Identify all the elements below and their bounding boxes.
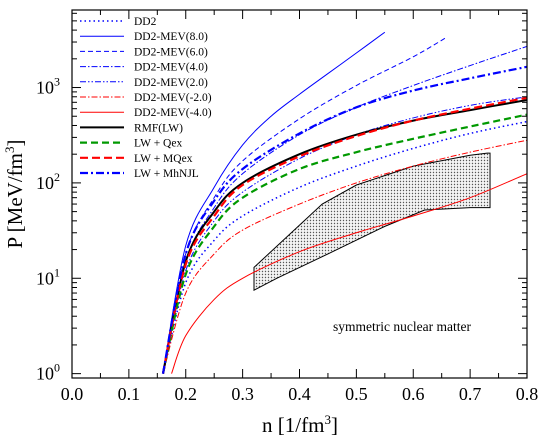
- series-line-lw-mhnjl: [161, 65, 527, 374]
- x-tick-label: 0.4: [288, 384, 311, 404]
- constraint-band: [253, 152, 491, 292]
- legend-label: LW + Qex: [134, 138, 182, 150]
- legend-label: LW + MhNJL: [134, 168, 199, 180]
- y-tick-label: 102: [36, 170, 60, 193]
- legend-label: DD2-MEV(4.0): [134, 62, 208, 74]
- x-tick-label: 0.6: [402, 384, 425, 404]
- series-line-lw-mqex: [161, 96, 527, 374]
- x-axis-title: n [1/fm3]: [262, 412, 338, 437]
- series-line-dd2-mev-2-0: [162, 96, 527, 374]
- series-line-dd2: [162, 120, 527, 374]
- series-line-dd2-mev-6-0: [162, 36, 448, 374]
- y-tick-label: 100: [36, 361, 60, 384]
- series-line-dd2-mev-2-0: [162, 139, 527, 374]
- series-line-dd2-mev-4-0: [171, 173, 527, 374]
- legend-label: DD2-MEV(-2.0): [134, 92, 212, 104]
- annotation: symmetric nuclear matter: [333, 319, 471, 334]
- series-line-dd2-mev-4-0: [162, 45, 527, 374]
- legend-label: RMF(LW): [134, 122, 183, 134]
- legend-label: LW + MQex: [134, 153, 193, 165]
- x-tick-label: 0.2: [175, 384, 198, 404]
- x-tick-label: 0.3: [231, 384, 254, 404]
- x-tick-label: 0.0: [61, 384, 84, 404]
- legend-label: DD2-MEV(8.0): [134, 31, 208, 43]
- y-tick-label: 103: [36, 75, 60, 98]
- legend-label: DD2-MEV(6.0): [134, 46, 208, 58]
- legend-label: DD2: [134, 16, 157, 28]
- legend-label: DD2-MEV(2.0): [134, 77, 208, 89]
- y-axis-title: P [MeV/fm3]: [2, 140, 27, 249]
- x-tick-label: 0.5: [345, 384, 368, 404]
- x-tick-label: 0.1: [118, 384, 141, 404]
- series-line-lw-qex: [161, 113, 527, 374]
- x-tick-label: 0.7: [459, 384, 482, 404]
- legend-label: DD2-MEV(-4.0): [134, 107, 212, 119]
- series-line-dd2-mev-8-0: [162, 31, 386, 374]
- y-tick-label: 101: [36, 265, 60, 288]
- x-tick-label: 0.8: [516, 384, 539, 404]
